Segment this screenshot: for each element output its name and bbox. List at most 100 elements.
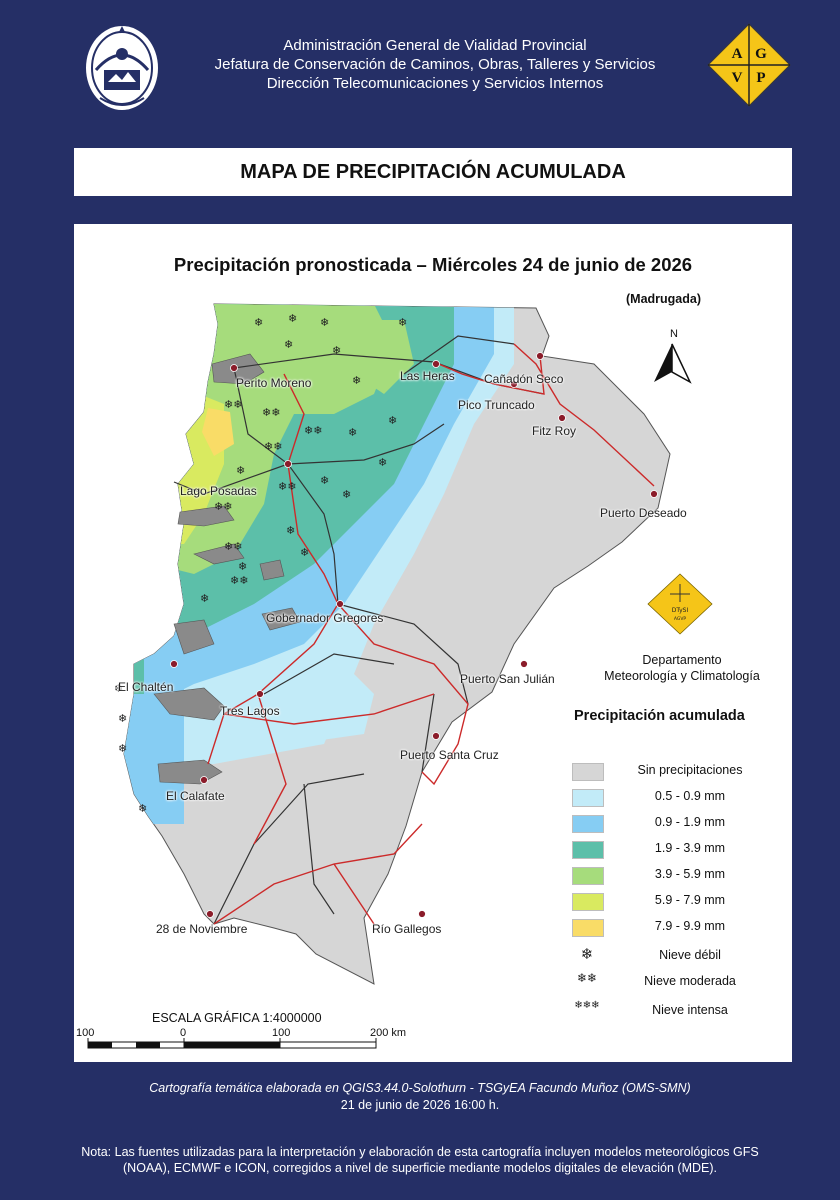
scale-bar xyxy=(87,1038,377,1049)
legend-snow-item: ❄❄❄ Nieve intensa xyxy=(572,1000,786,1021)
legend-swatch xyxy=(572,841,604,859)
legend-label: 5.9 - 7.9 mm xyxy=(654,893,726,907)
legend-label: 1.9 - 3.9 mm xyxy=(654,841,726,855)
scale-tick: 100 xyxy=(272,1027,291,1039)
city-label-tres-lagos: Tres Lagos xyxy=(220,704,280,718)
footer-credit: Cartografía temática elaborada en QGIS3.… xyxy=(149,1081,691,1095)
snow-flake-icon: ❄❄ xyxy=(224,540,242,553)
snow-symbols: ❄ ❄ ❄ ❄ ❄ ❄ ❄ ❄❄ ❄❄ ❄❄ ❄ ❄ ❄❄ ❄ ❄ ❄❄ ❄ ❄… xyxy=(114,312,407,815)
legend-label: 3.9 - 5.9 mm xyxy=(654,867,726,881)
header-line-1: Administración General de Vialidad Provi… xyxy=(283,37,587,54)
snow-intense-icon: ❄❄❄ xyxy=(574,1000,600,1011)
snow-moderate-icon: ❄❄ xyxy=(576,971,598,985)
snow-flake-icon: ❄ xyxy=(236,464,245,477)
scale-title: ESCALA GRÁFICA 1:4000000 xyxy=(152,1011,322,1025)
legend-swatch xyxy=(572,867,604,885)
snow-flake-icon: ❄ xyxy=(320,474,329,487)
snow-flake-icon: ❄ xyxy=(332,344,341,357)
city-label-fitz-roy: Fitz Roy xyxy=(532,424,577,438)
city-label-gobernador-gregores: Gobernador Gregores xyxy=(266,611,384,625)
province-coat-of-arms-logo xyxy=(86,26,158,110)
dtysi-department-logo: DTySI AGVP xyxy=(647,573,713,635)
snow-flake-icon: ❄ xyxy=(300,546,309,559)
snow-flake-icon: ❄ xyxy=(352,374,361,387)
snow-flake-icon: ❄ xyxy=(118,742,127,755)
snow-flake-icon: ❄❄ xyxy=(224,398,242,411)
legend-title: Precipitación acumulada xyxy=(574,708,745,724)
footer-date: 21 de junio de 2026 16:00 h. xyxy=(340,1098,500,1112)
snow-flake-icon: ❄ xyxy=(200,592,209,605)
snow-flake-icon: ❄❄ xyxy=(278,480,296,493)
header-line-3: Dirección Telecomunicaciones y Servicios… xyxy=(266,75,604,92)
page-title: MAPA DE PRECIPITACIÓN ACUMULADA xyxy=(74,148,792,196)
city-label-canadon-seco: Cañadón Seco xyxy=(484,372,564,386)
snow-flake-icon: ❄ xyxy=(118,712,127,725)
logo-letter-p: P xyxy=(756,70,765,86)
legend-item: 0.5 - 0.9 mm xyxy=(572,789,786,807)
legend-item: 7.9 - 9.9 mm xyxy=(572,919,786,937)
snow-flake-icon: ❄❄ xyxy=(214,500,232,513)
agvp-diamond-logo: A G V P xyxy=(707,23,791,107)
lake-posadas xyxy=(177,505,235,527)
scale-tick: 100 xyxy=(76,1027,95,1039)
lake-san-martin xyxy=(173,619,215,655)
national-roads xyxy=(207,343,655,925)
snow-flake-icon: ❄ xyxy=(114,682,123,695)
legend-snow-item: ❄❄ Nieve moderada xyxy=(572,971,786,992)
map-subtitle: Precipitación pronosticada – Miércoles 2… xyxy=(173,254,693,275)
city-label-las-heras: Las Heras xyxy=(400,369,455,383)
city-label-el-chalten: El Chaltén xyxy=(118,680,174,694)
snow-flake-icon: ❄ xyxy=(348,426,357,439)
lake-strobel xyxy=(259,559,285,581)
lake-cardiel xyxy=(261,607,301,631)
legend-label: Nieve intensa xyxy=(652,1003,728,1017)
snow-flake-icon: ❄ xyxy=(284,338,293,351)
snow-flake-icon: ❄ xyxy=(238,560,247,573)
header-institution-text: Administración General de Vialidad Provi… xyxy=(180,36,690,93)
city-label-perito-moreno: Perito Moreno xyxy=(236,376,312,390)
department-name: Departamento Meteorología y Climatología xyxy=(582,652,782,684)
snow-flake-icon: ❄ xyxy=(320,316,329,329)
snow-flake-icon: ❄❄ xyxy=(264,440,282,453)
province-map: ❄ ❄ ❄ ❄ ❄ ❄ ❄ ❄❄ ❄❄ ❄❄ ❄ ❄ ❄❄ ❄ ❄ ❄❄ ❄ ❄… xyxy=(87,303,713,1049)
legend-label: 0.5 - 0.9 mm xyxy=(654,789,726,803)
city-label-puerto-deseado: Puerto Deseado xyxy=(600,506,687,520)
snow-flake-icon: ❄❄ xyxy=(230,574,248,587)
city-label-pico-truncado: Pico Truncado xyxy=(458,398,535,412)
legend-label: Sin precipitaciones xyxy=(637,763,743,777)
snow-flake-icon: ❄ xyxy=(138,802,147,815)
department-line-1: Departamento xyxy=(642,653,722,667)
city-label-puerto-santa-cruz: Puerto Santa Cruz xyxy=(400,748,499,762)
legend-swatch xyxy=(572,919,604,937)
city-dots xyxy=(170,352,658,918)
snow-flake-icon: ❄ xyxy=(388,414,397,427)
map-panel: Precipitación pronosticada – Miércoles 2… xyxy=(74,224,792,1062)
snow-flake-icon: ❄❄ xyxy=(262,406,280,419)
agvp-logo-text: AGVP xyxy=(674,616,687,622)
header-line-2: Jefatura de Conservación de Caminos, Obr… xyxy=(214,56,656,73)
city-label-el-calafate: El Calafate xyxy=(166,789,225,803)
snow-flake-icon: ❄❄ xyxy=(304,424,322,437)
department-line-2: Meteorología y Climatología xyxy=(604,669,760,683)
legend-swatch xyxy=(572,893,604,911)
legend-item: Sin precipitaciones xyxy=(572,763,786,781)
lake-viedma xyxy=(153,687,225,721)
legend-item: 5.9 - 7.9 mm xyxy=(572,893,786,911)
north-label: N xyxy=(670,328,678,340)
snow-flake-icon: ❄ xyxy=(254,316,263,329)
dtysi-logo-text: DTySI xyxy=(672,607,689,614)
lake-belgrano xyxy=(193,543,245,565)
legend-label: Nieve débil xyxy=(659,948,721,962)
city-label-rio-gallegos: Río Gallegos xyxy=(372,922,442,936)
scale-tick: 0 xyxy=(180,1027,187,1039)
map-period: (Madrugada) xyxy=(626,292,701,306)
north-arrow-icon xyxy=(654,343,692,384)
legend-label: 7.9 - 9.9 mm xyxy=(654,919,726,933)
legend-label: Nieve moderada xyxy=(644,974,736,988)
snow-flake-icon: ❄ xyxy=(378,456,387,469)
legend-swatch xyxy=(572,815,604,833)
snow-flake-icon: ❄ xyxy=(286,524,295,537)
legend-swatch xyxy=(572,789,604,807)
provincial-roads xyxy=(173,335,545,925)
legend-snow-item: ❄ Nieve débil xyxy=(572,945,786,966)
